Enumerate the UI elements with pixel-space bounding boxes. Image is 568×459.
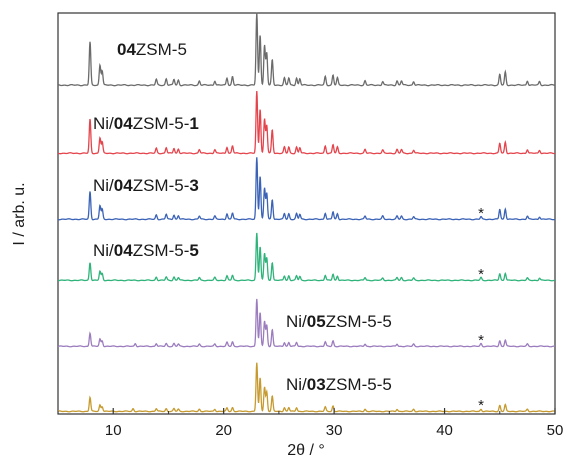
series-line: [57, 362, 556, 413]
series-label: Ni/05ZSM-5-5: [286, 312, 392, 331]
annotation-asterisk: *: [478, 332, 484, 349]
annotation-asterisk: *: [478, 205, 484, 222]
x-tick-label: 30: [326, 422, 343, 439]
series-label: Ni/04ZSM-5-3: [93, 176, 199, 195]
series-1: 04ZSM-5: [57, 12, 556, 87]
series-line: [57, 232, 556, 282]
x-tick-label: 10: [105, 422, 122, 439]
series-line: [57, 157, 556, 221]
series-line: [57, 12, 556, 87]
series-6: Ni/03ZSM-5-5 *: [57, 362, 556, 414]
series-label: Ni/04ZSM-5-5: [93, 241, 199, 260]
y-axis-label: I / arb. u.: [11, 182, 28, 245]
series-3: Ni/04ZSM-5-3 *: [57, 157, 556, 222]
plot-frame: [57, 12, 556, 415]
series-label: 04ZSM-5: [117, 40, 187, 59]
series-5: Ni/05ZSM-5-5 *: [57, 298, 556, 349]
series-label: Ni/04ZSM-5-1: [93, 114, 199, 133]
series-label: Ni/03ZSM-5-5: [286, 375, 392, 394]
x-tick-label: 40: [436, 422, 453, 439]
x-tick-label: 50: [547, 422, 564, 439]
x-axis-label: 2θ / °: [287, 442, 325, 459]
series-line: [57, 91, 556, 155]
series-4: Ni/04ZSM-5-5 *: [57, 232, 556, 283]
x-axis-ticks: 10 20 30 40 50: [57, 408, 564, 439]
series-line: [57, 298, 556, 348]
annotation-asterisk: *: [478, 397, 484, 414]
series-2: Ni/04ZSM-5-1: [57, 91, 556, 155]
x-tick-label: 20: [215, 422, 232, 439]
series-group: 04ZSM-5Ni/04ZSM-5-1Ni/04ZSM-5-3*Ni/04ZSM…: [57, 12, 556, 414]
annotation-asterisk: *: [478, 266, 484, 283]
